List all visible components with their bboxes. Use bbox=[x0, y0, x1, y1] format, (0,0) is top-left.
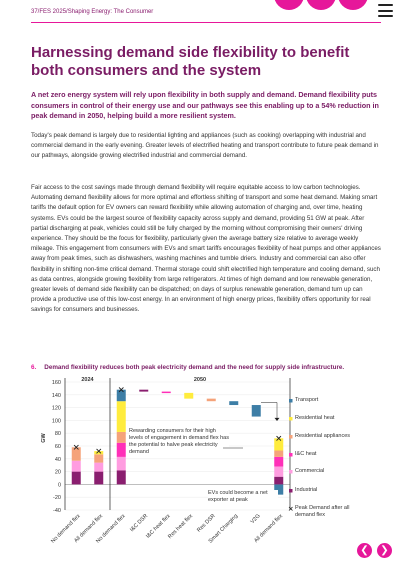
bar-segment bbox=[274, 456, 284, 467]
y-tick-label: 20 bbox=[55, 470, 61, 476]
decorative-circle bbox=[306, 0, 336, 10]
lead-paragraph: A net zero energy system will rely upon … bbox=[31, 90, 379, 120]
legend-item: Transport bbox=[295, 397, 318, 403]
decorative-circle bbox=[338, 0, 368, 10]
figure-caption: Demand flexibility reduces both peak ele… bbox=[44, 364, 345, 371]
bar-segment bbox=[274, 438, 284, 451]
legend-item: Commercial bbox=[295, 468, 324, 474]
y-tick-label: 80 bbox=[55, 431, 61, 437]
body-paragraph: Today's peak demand is largely due to re… bbox=[31, 132, 379, 160]
bar-segment bbox=[94, 451, 104, 455]
bar-segment bbox=[71, 471, 81, 485]
y-tick-label: 40 bbox=[55, 457, 61, 463]
waterfall-step bbox=[184, 392, 194, 399]
breadcrumb[interactable]: 37/FES 2025/Shaping Energy: The Consumer bbox=[31, 9, 154, 15]
x-tick-label: Res DSR bbox=[196, 513, 216, 533]
y-tick-label: -20 bbox=[53, 495, 61, 501]
body-paragraph: Fair access to the cost savings made thr… bbox=[31, 184, 381, 314]
x-tick-label: V2G bbox=[250, 513, 262, 525]
period-label: 2024 bbox=[81, 377, 94, 383]
bar-segment bbox=[71, 460, 81, 472]
bar-segment bbox=[116, 470, 126, 485]
peak-marker bbox=[96, 448, 102, 454]
legend-swatch bbox=[289, 453, 293, 457]
bar-segment bbox=[116, 456, 126, 471]
bar-segment bbox=[116, 442, 126, 457]
y-tick-label: -40 bbox=[53, 508, 61, 514]
bar-segment bbox=[116, 389, 126, 402]
legend-item: Peak Demand after all demand flex bbox=[295, 505, 349, 518]
bar-segment bbox=[274, 450, 284, 457]
y-tick-label: 160 bbox=[52, 380, 61, 386]
bar-segment bbox=[116, 401, 126, 432]
bar-segment bbox=[116, 431, 126, 443]
legend-swatch bbox=[289, 435, 293, 439]
legend-item: Residential heat bbox=[295, 415, 334, 421]
bar-segment bbox=[94, 471, 104, 485]
legend-item: Residential appliances bbox=[295, 433, 350, 439]
peak-marker bbox=[118, 387, 124, 393]
annotation-halve-peak: Rewarding consumers for their high level… bbox=[129, 428, 229, 456]
figure-number: 6. bbox=[31, 364, 37, 371]
y-tick-label: 0 bbox=[58, 482, 61, 488]
legend-swatch bbox=[288, 506, 293, 511]
annotation-arrowhead bbox=[274, 417, 280, 422]
legend-item: I&C heat bbox=[295, 451, 316, 457]
y-tick-label: 140 bbox=[52, 393, 61, 399]
bar-segment bbox=[94, 462, 104, 472]
page-title: Harnessing demand side flexibility to be… bbox=[31, 44, 350, 79]
waterfall-step bbox=[251, 405, 261, 417]
y-tick-label: 60 bbox=[55, 444, 61, 450]
legend-swatch bbox=[289, 470, 293, 474]
waterfall-step bbox=[206, 398, 216, 402]
y-axis-label: GW bbox=[41, 432, 47, 442]
legend-swatch bbox=[289, 399, 293, 403]
top-bar: 37/FES 2025/Shaping Energy: The Consumer bbox=[0, 0, 404, 22]
legend-item: Industrial bbox=[295, 487, 317, 493]
figure-title: 6. Demand flexibility reduces both peak e… bbox=[31, 364, 386, 371]
peak-marker bbox=[276, 435, 282, 441]
annotation-ev-export: EVs could become a net exporter at peak bbox=[208, 490, 278, 504]
annotation-arrow bbox=[261, 402, 278, 421]
decorative-circle bbox=[274, 0, 304, 10]
waterfall-step bbox=[229, 401, 239, 406]
waterfall-step bbox=[161, 391, 171, 394]
y-tick-label: 100 bbox=[52, 418, 61, 424]
x-tick-label: I&C DSR bbox=[129, 513, 149, 533]
header-divider bbox=[31, 22, 381, 23]
hamburger-menu-icon[interactable] bbox=[378, 4, 393, 17]
bar-segment bbox=[274, 484, 284, 495]
chevron-right-icon[interactable]: ❯ bbox=[377, 543, 392, 558]
bar-segment bbox=[94, 454, 104, 463]
waterfall-step bbox=[139, 389, 149, 392]
chevron-left-icon[interactable]: ❮ bbox=[357, 543, 372, 558]
legend-swatch bbox=[289, 417, 293, 421]
bar-segment bbox=[71, 447, 81, 461]
peak-marker bbox=[73, 444, 79, 450]
period-label: 2050 bbox=[194, 377, 206, 383]
bar-segment bbox=[274, 476, 284, 485]
bar-segment bbox=[274, 466, 284, 477]
y-tick-label: 120 bbox=[52, 406, 61, 412]
legend-swatch bbox=[289, 489, 293, 493]
